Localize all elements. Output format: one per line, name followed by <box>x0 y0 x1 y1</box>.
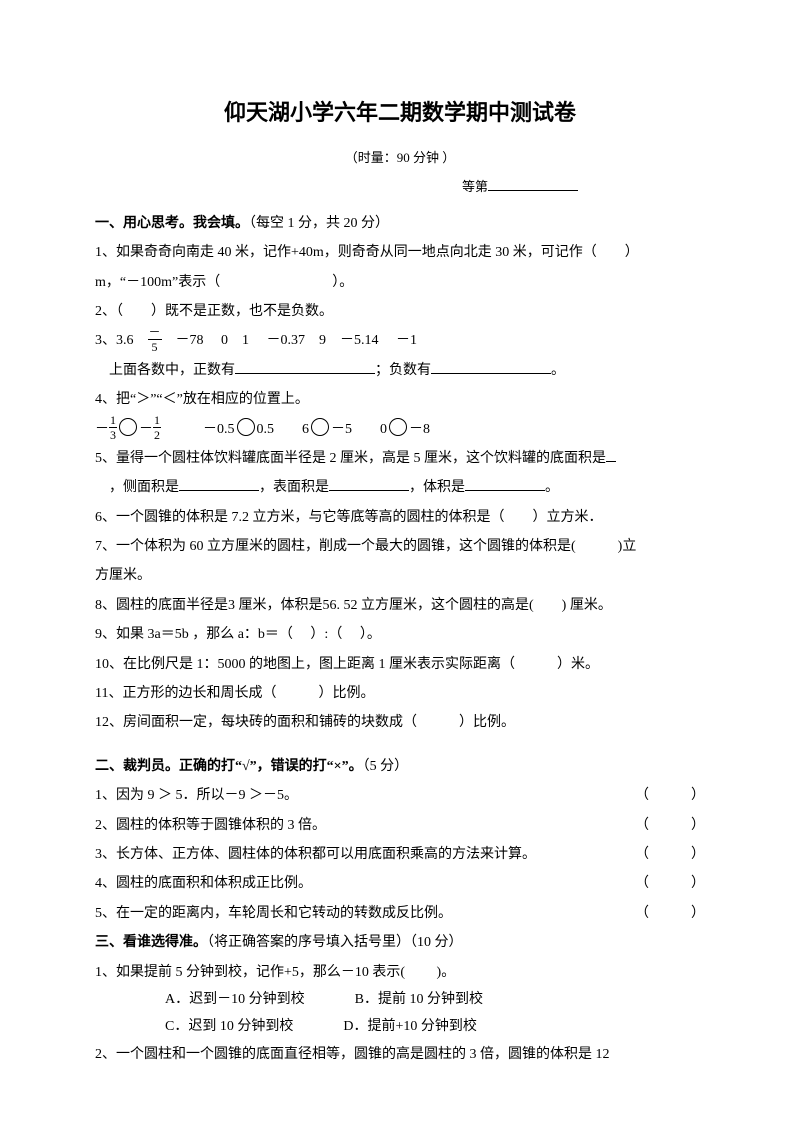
duration-note: （时量：90 分钟 ） <box>95 144 705 171</box>
blank <box>235 360 375 374</box>
q4-2b: 0.5 <box>257 422 275 437</box>
s2-item1: 1、因为 9 ＞ 5．所以－9 ＞－5。 （ ） <box>95 781 705 810</box>
answer-paren: （ ） <box>635 899 705 928</box>
s3-q1-choices-row1: A．迟到－10 分钟到校 B．提前 10 分钟到校 <box>95 987 705 1014</box>
q1-line2: m，“－100m”表示（ ）。 <box>95 268 705 297</box>
q5b-end: 。 <box>545 480 559 495</box>
s2-text: 2、圆柱的体积等于圆锥体积的 3 倍。 <box>95 818 326 833</box>
q4-1a: － <box>95 422 109 437</box>
q3-pre: 3、3.6 <box>95 333 148 348</box>
q5a: 5、量得一个圆柱体饮料罐底面半径是 2 厘米，高是 5 厘米，这个饮料罐的底面积… <box>95 451 606 466</box>
blank <box>431 360 551 374</box>
s3-q1-choices-row2: C．迟到 10 分钟到校 D．提前+10 分钟到校 <box>95 1014 705 1041</box>
choice-a: A．迟到－10 分钟到校 <box>165 992 305 1007</box>
q4-2a: －0.5 <box>161 422 235 437</box>
q2: 2、（ ）既不是正数，也不是负数。 <box>95 297 705 326</box>
q6: 6、一个圆锥的体积是 7.2 立方米，与它等底等高的圆柱的体积是（ ）立方米． <box>95 503 705 532</box>
q9: 9、如果 3a＝5b ，那么 a：b＝（ ）:（ ）。 <box>95 620 705 649</box>
q3-line1: 3、3.6 －5 －78 0 1 －0.37 9 －5.14 －1 <box>95 326 705 355</box>
answer-paren: （ ） <box>635 840 705 869</box>
q5-line1: 5、量得一个圆柱体饮料罐底面半径是 2 厘米，高是 5 厘米，这个饮料罐的底面积… <box>95 444 705 473</box>
s2-item5: 5、在一定的距离内，车轮周长和它转动的转数成反比例。 （ ） <box>95 899 705 928</box>
q3b-end: 。 <box>551 363 565 378</box>
q3b-pre: 上面各数中，正数有 <box>95 363 235 378</box>
q4-4b: －8 <box>409 422 430 437</box>
answer-paren: （ ） <box>635 781 705 810</box>
q5b-pre: ，侧面积是 <box>95 480 179 495</box>
compare-circle <box>119 418 137 436</box>
q7-line2: 方厘米。 <box>95 561 705 590</box>
section3-note: （将正确答案的序号填入括号里）（10 分） <box>207 935 463 950</box>
section1-head: 一、用心思考。我会填。（每空 1 分，共 20 分） <box>95 209 705 238</box>
q11: 11、正方形的边长和周长成（ ）比例。 <box>95 679 705 708</box>
frac-1-3: 13 <box>109 414 117 441</box>
compare-circle <box>389 418 407 436</box>
q8: 8、圆柱的底面半径是3 厘米，体积是56. 52 立方厘米，这个圆柱的高是( )… <box>95 591 705 620</box>
section3-title: 三、看谁选得准。 <box>95 935 207 950</box>
section1-note: （每空 1 分，共 20 分） <box>249 216 389 231</box>
q4-3a: 6 <box>274 422 309 437</box>
section2-head: 二、裁判员。正确的打“√”，错误的打“×”。（5 分） <box>95 752 705 781</box>
choice-c: C．迟到 10 分钟到校 <box>165 1019 293 1034</box>
s2-text: 3、长方体、正方体、圆柱体的体积都可以用底面积乘高的方法来计算。 <box>95 847 536 862</box>
choice-d: D．提前+10 分钟到校 <box>343 1019 477 1034</box>
section2-title: 二、裁判员。正确的打“√”，错误的打“×”。 <box>95 759 363 774</box>
s2-text: 4、圆柱的底面积和体积成正比例。 <box>95 876 312 891</box>
section2-note: （5 分） <box>363 759 409 774</box>
s3-q2: 2、一个圆柱和一个圆锥的底面直径相等，圆锥的高是圆柱的 3 倍，圆锥的体积是 1… <box>95 1040 705 1069</box>
s2-item2: 2、圆柱的体积等于圆锥体积的 3 倍。 （ ） <box>95 811 705 840</box>
q4-3b: －5 <box>331 422 352 437</box>
q5-line2: ，侧面积是 ，表面积是 ，体积是 。 <box>95 473 705 502</box>
grade-label: 等第 <box>462 179 488 194</box>
q5b-mid2: ，体积是 <box>409 480 465 495</box>
section3-head: 三、看谁选得准。（将正确答案的序号填入括号里）（10 分） <box>95 928 705 957</box>
q3-line2: 上面各数中，正数有 ；负数有 。 <box>95 356 705 385</box>
frac-1-2: 12 <box>153 414 161 441</box>
q4-1b: － <box>139 422 153 437</box>
s3-q1: 1、如果提前 5 分钟到校，记作+5，那么－10 表示( )。 <box>95 958 705 987</box>
q5b-mid: ，表面积是 <box>259 480 329 495</box>
choice-b: B．提前 10 分钟到校 <box>355 992 483 1007</box>
blank <box>606 448 616 462</box>
spacer <box>95 738 705 752</box>
q4-line1: 4、把“＞”“＜”放在相应的位置上。 <box>95 385 705 414</box>
grade-blank <box>488 190 578 191</box>
q1-line1: 1、如果奇奇向南走 40 米，记作+40m，则奇奇从同一地点向北走 30 米，可… <box>95 238 705 267</box>
q3-tail: －78 0 1 －0.37 9 －5.14 －1 <box>162 333 418 348</box>
q12: 12、房间面积一定，每块砖的面积和铺砖的块数成（ ）比例。 <box>95 708 705 737</box>
s2-text: 5、在一定的距离内，车轮周长和它转动的转数成反比例。 <box>95 906 452 921</box>
q4-4a: 0 <box>352 422 387 437</box>
s2-item3: 3、长方体、正方体、圆柱体的体积都可以用底面积乘高的方法来计算。 （ ） <box>95 840 705 869</box>
page-title: 仰天湖小学六年二期数学期中测试卷 <box>95 90 705 136</box>
q10: 10、在比例尺是 1：5000 的地图上，图上距离 1 厘米表示实际距离（ ）米… <box>95 650 705 679</box>
answer-paren: （ ） <box>635 811 705 840</box>
q3-frac: －5 <box>148 326 162 353</box>
s2-item4: 4、圆柱的底面积和体积成正比例。 （ ） <box>95 869 705 898</box>
answer-paren: （ ） <box>635 869 705 898</box>
compare-circle <box>237 418 255 436</box>
blank <box>179 477 259 491</box>
grade-line: 等第 <box>95 173 705 200</box>
q4-line2: －13－12 －0.50.5 6－5 0－8 <box>95 415 705 444</box>
section1-title: 一、用心思考。我会填。 <box>95 216 249 231</box>
blank <box>465 477 545 491</box>
q7-line1: 7、一个体积为 60 立方厘米的圆柱，削成一个最大的圆锥，这个圆锥的体积是( )… <box>95 532 705 561</box>
compare-circle <box>311 418 329 436</box>
blank <box>329 477 409 491</box>
s2-text: 1、因为 9 ＞ 5．所以－9 ＞－5。 <box>95 788 298 803</box>
q3b-mid: ；负数有 <box>375 363 431 378</box>
